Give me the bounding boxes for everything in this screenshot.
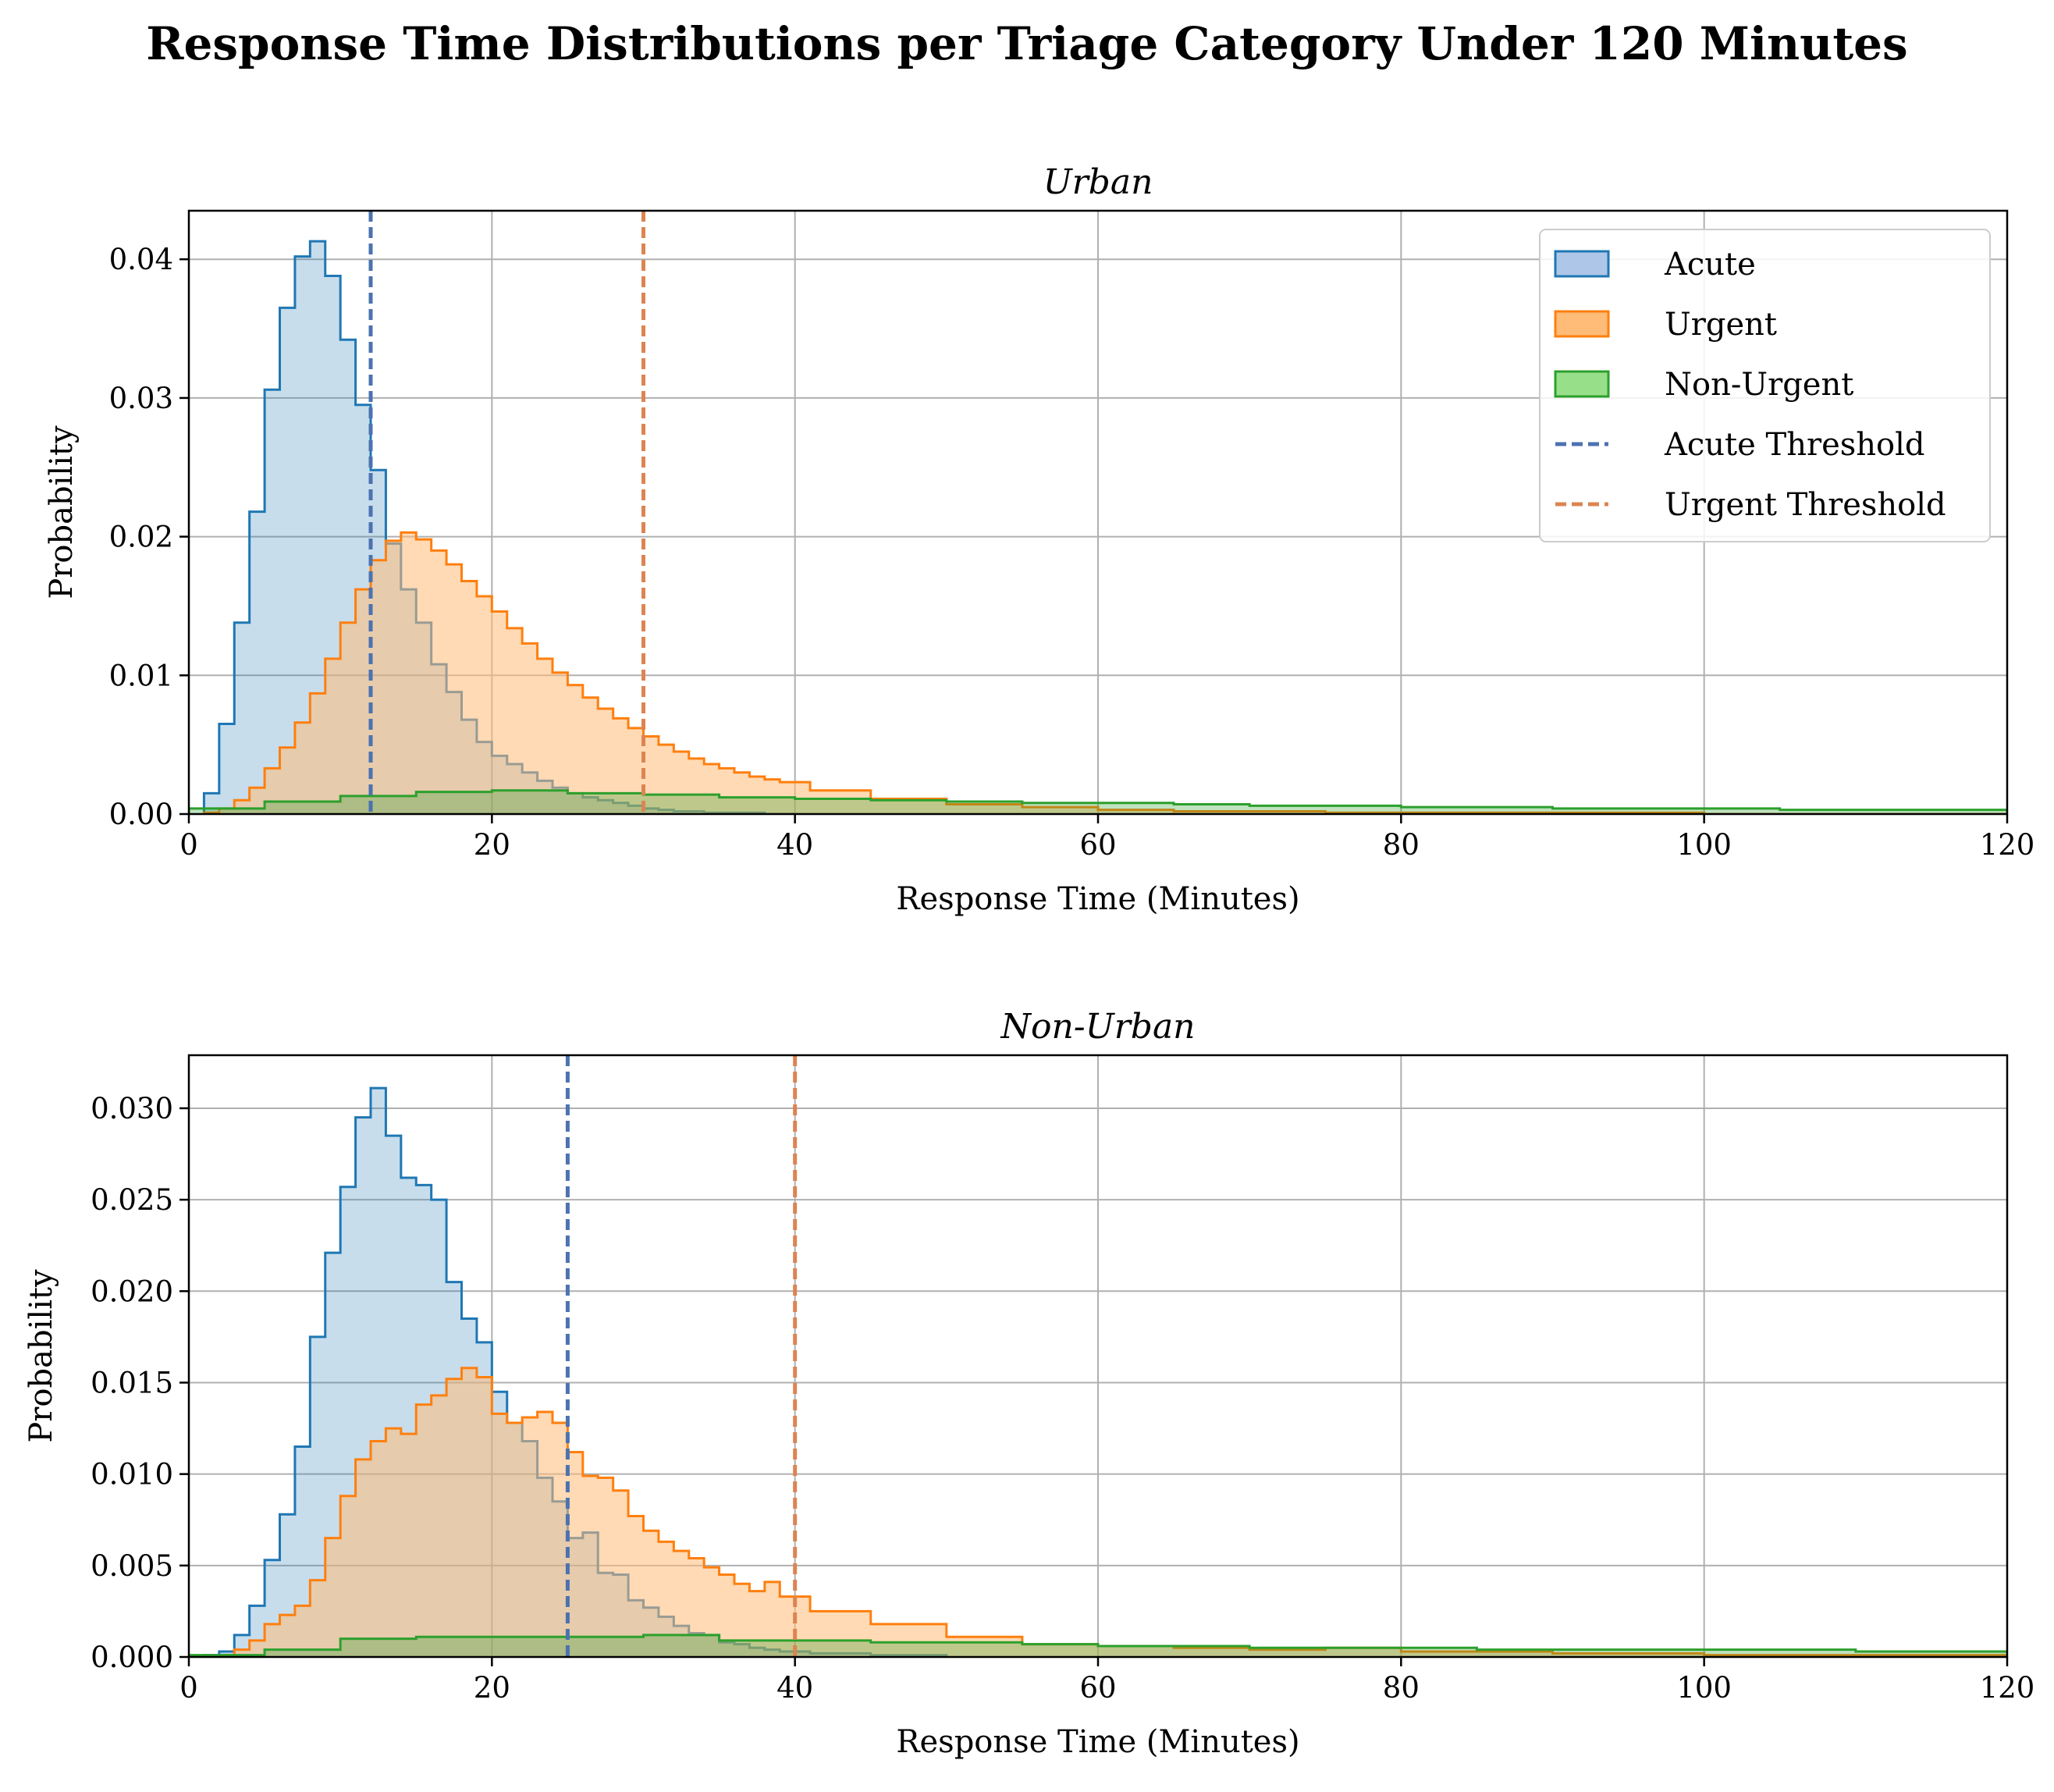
x-axis-label: Response Time (Minutes) (896, 881, 1299, 917)
y-axis-label: Probability (23, 1269, 59, 1443)
x-tick-label: 60 (1079, 1671, 1116, 1705)
y-tick-label: 0.015 (91, 1366, 173, 1399)
non-urgent-legend-swatch (1554, 370, 1610, 398)
urgent-series-fill (204, 1367, 2007, 1657)
x-tick-label: 120 (1980, 828, 2035, 862)
urgent-series-line (202, 531, 2007, 814)
x-tick-label: 80 (1383, 828, 1420, 862)
non-urgent-series-line (189, 1634, 2007, 1657)
y-tick-label: 0.02 (109, 521, 173, 554)
urgent-legend-swatch (1554, 310, 1610, 338)
y-tick-label: 0.005 (91, 1549, 173, 1583)
x-tick-label: 20 (474, 1671, 510, 1705)
acute-legend-swatch (1554, 250, 1610, 278)
urgent-threshold-legend-label: Urgent Threshold (1665, 487, 1946, 523)
x-tick-label: 20 (474, 828, 510, 862)
x-axis-label: Response Time (Minutes) (896, 1724, 1299, 1760)
subplot-title: Non-Urban (1000, 1007, 1195, 1047)
y-tick-label: 0.03 (109, 382, 173, 415)
non-urgent-series-line (189, 789, 2007, 814)
y-tick-label: 0.01 (109, 659, 173, 692)
y-tick-label: 0.030 (91, 1092, 173, 1125)
acute-legend-label: Acute (1664, 247, 1756, 283)
legend: Acute Urgent Non-Urgent Acute Threshold Urge… (1539, 229, 1991, 542)
x-tick-label: 40 (776, 1671, 813, 1705)
x-tick-label: 60 (1079, 828, 1116, 862)
subplot-title: Urban (1043, 162, 1153, 202)
y-axis-label: Probability (44, 425, 80, 599)
x-tick-label: 120 (1980, 1671, 2035, 1705)
y-tick-label: 0.00 (109, 798, 173, 831)
urban-subplot: 0 20 40 60 80 100 120 0.00 0.01 0.02 0.03 0.04 Urban… (44, 162, 2034, 917)
y-tick-label: 0.010 (91, 1458, 173, 1492)
y-tick-label: 0.025 (91, 1183, 173, 1217)
urgent-legend-label: Urgent (1665, 307, 1777, 343)
legend-box (1539, 229, 1991, 542)
x-tick-label: 40 (776, 828, 813, 862)
x-tick-label: 100 (1676, 1671, 1732, 1705)
x-tick-label: 0 (179, 828, 198, 862)
figure-title: Response Time Distributions per Triage C… (146, 17, 1908, 70)
y-tick-label: 0.020 (91, 1275, 173, 1308)
series-group (189, 1086, 2007, 1657)
acute-threshold-legend-label: Acute Threshold (1664, 427, 1925, 463)
non-urban-subplot: 0 20 40 60 80 100 120 0.000 0.005 0.010 0.015 0.020… (23, 1007, 2034, 1760)
y-tick-label: 0.04 (109, 243, 173, 276)
x-tick-label: 100 (1676, 828, 1732, 862)
y-tick-label: 0.000 (91, 1641, 173, 1674)
non-urgent-legend-label: Non-Urgent (1665, 367, 1853, 403)
urgent-series-fill (204, 532, 2007, 814)
x-tick-label: 0 (179, 1671, 198, 1705)
x-tick-label: 80 (1383, 1671, 1420, 1705)
